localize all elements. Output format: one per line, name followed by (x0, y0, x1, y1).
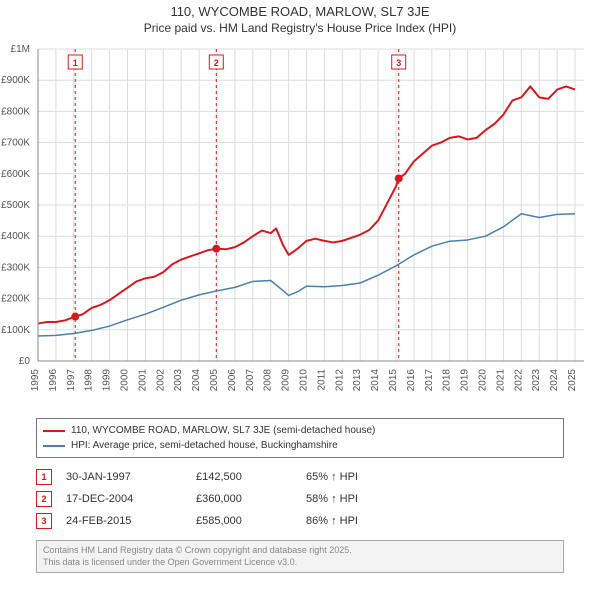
marker-price: £142,500 (196, 471, 306, 483)
table-row: 3 24-FEB-2015 £585,000 86% ↑ HPI (0, 510, 600, 532)
marker-pct: 86% ↑ HPI (306, 515, 426, 527)
marker-pct: 65% ↑ HPI (306, 471, 426, 483)
svg-text:£200K: £200K (1, 294, 30, 305)
svg-text:2024: 2024 (549, 369, 560, 392)
table-row: 2 17-DEC-2004 £360,000 58% ↑ HPI (0, 488, 600, 510)
svg-text:1998: 1998 (84, 369, 95, 392)
svg-text:2022: 2022 (513, 369, 524, 392)
svg-text:2025: 2025 (567, 369, 578, 392)
marker-pct: 58% ↑ HPI (306, 493, 426, 505)
footer-line: This data is licensed under the Open Gov… (43, 557, 557, 569)
svg-text:2001: 2001 (137, 369, 148, 392)
marker-badge: 2 (36, 491, 52, 507)
svg-text:2017: 2017 (424, 369, 435, 392)
attribution-footer: Contains HM Land Registry data © Crown c… (36, 540, 564, 573)
legend-swatch (43, 445, 65, 447)
marker-price: £585,000 (196, 515, 306, 527)
svg-text:2013: 2013 (352, 369, 363, 392)
svg-text:2018: 2018 (442, 369, 453, 392)
svg-text:2004: 2004 (191, 369, 202, 392)
svg-text:1995: 1995 (30, 369, 41, 392)
svg-text:£0: £0 (19, 356, 31, 367)
marker-date: 24-FEB-2015 (66, 515, 196, 527)
chart-container: 110, WYCOMBE ROAD, MARLOW, SL7 3JE Price… (0, 0, 600, 590)
chart-titles: 110, WYCOMBE ROAD, MARLOW, SL7 3JE Price… (0, 0, 600, 35)
svg-text:2009: 2009 (281, 369, 292, 392)
svg-text:£1M: £1M (11, 44, 30, 55)
svg-text:3: 3 (396, 58, 401, 68)
svg-text:1996: 1996 (48, 369, 59, 392)
marker-price: £360,000 (196, 493, 306, 505)
marker-badge: 3 (36, 513, 52, 529)
chart-plot: £0£100K£200K£300K£400K£500K£600K£700K£80… (34, 41, 600, 412)
footer-line: Contains HM Land Registry data © Crown c… (43, 545, 557, 557)
table-row: 1 30-JAN-1997 £142,500 65% ↑ HPI (0, 466, 600, 488)
svg-text:2: 2 (214, 58, 219, 68)
svg-text:2014: 2014 (370, 369, 381, 392)
svg-text:2000: 2000 (120, 369, 131, 392)
title-address: 110, WYCOMBE ROAD, MARLOW, SL7 3JE (0, 4, 600, 19)
svg-text:2012: 2012 (334, 369, 345, 392)
svg-text:2015: 2015 (388, 369, 399, 392)
marker-date: 17-DEC-2004 (66, 493, 196, 505)
legend-label: HPI: Average price, semi-detached house,… (71, 438, 338, 453)
marker-table: 1 30-JAN-1997 £142,500 65% ↑ HPI 2 17-DE… (0, 466, 600, 532)
legend-box: 110, WYCOMBE ROAD, MARLOW, SL7 3JE (semi… (36, 418, 564, 458)
svg-text:2019: 2019 (460, 369, 471, 392)
legend-label: 110, WYCOMBE ROAD, MARLOW, SL7 3JE (semi… (71, 423, 375, 438)
svg-text:£600K: £600K (1, 169, 30, 180)
svg-text:2006: 2006 (227, 369, 238, 392)
svg-text:2005: 2005 (209, 369, 220, 392)
svg-text:£900K: £900K (1, 75, 30, 86)
svg-text:£500K: £500K (1, 200, 30, 211)
legend-item: 110, WYCOMBE ROAD, MARLOW, SL7 3JE (semi… (43, 423, 557, 438)
svg-text:2002: 2002 (155, 369, 166, 392)
marker-date: 30-JAN-1997 (66, 471, 196, 483)
svg-text:£800K: £800K (1, 106, 30, 117)
legend-swatch (43, 430, 65, 432)
svg-text:£400K: £400K (1, 231, 30, 242)
svg-text:2008: 2008 (263, 369, 274, 392)
svg-text:£300K: £300K (1, 262, 30, 273)
svg-text:1997: 1997 (66, 369, 77, 392)
svg-text:2023: 2023 (531, 369, 542, 392)
svg-text:2007: 2007 (245, 369, 256, 392)
svg-text:2003: 2003 (173, 369, 184, 392)
line-chart-svg: £0£100K£200K£300K£400K£500K£600K£700K£80… (34, 41, 590, 409)
svg-text:1999: 1999 (102, 369, 113, 392)
svg-text:1: 1 (73, 58, 78, 68)
svg-text:2020: 2020 (478, 369, 489, 392)
svg-text:2016: 2016 (406, 369, 417, 392)
svg-text:2021: 2021 (495, 369, 506, 392)
title-subtitle: Price paid vs. HM Land Registry's House … (0, 21, 600, 35)
svg-text:£100K: £100K (1, 325, 30, 336)
svg-text:£700K: £700K (1, 138, 30, 149)
marker-badge: 1 (36, 469, 52, 485)
svg-text:2011: 2011 (316, 369, 327, 391)
legend-item: HPI: Average price, semi-detached house,… (43, 438, 557, 453)
svg-text:2010: 2010 (299, 369, 310, 392)
